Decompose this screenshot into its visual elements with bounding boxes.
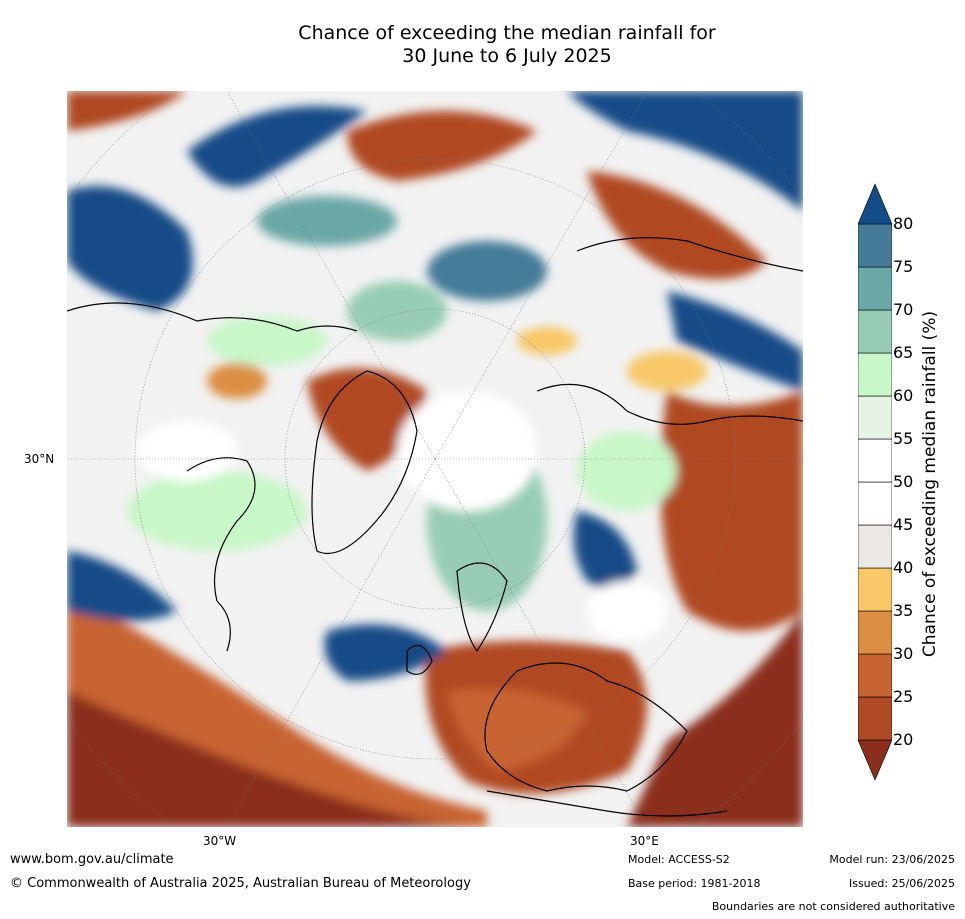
- colorbar-bin: [858, 696, 892, 741]
- colorbar-under-triangle: [858, 739, 892, 781]
- colorbar-bin: [858, 352, 892, 397]
- model-run-text: Model run: 23/06/2025: [829, 853, 955, 866]
- colorbar-tick-label: 40: [893, 558, 914, 577]
- colorbar-label: Chance of exceeding median rainfall (%): [920, 310, 940, 658]
- copyright-text: © Commonwealth of Australia 2025, Austra…: [10, 876, 471, 891]
- colorbar-tick-label: 35: [893, 601, 914, 620]
- colorbar: [858, 183, 892, 781]
- lat-label-30n: 30°N: [24, 452, 55, 466]
- website-link[interactable]: www.bom.gov.au/climate: [10, 852, 174, 867]
- disclaimer-text: Boundaries are not considered authoritat…: [711, 900, 955, 913]
- title-line-1: Chance of exceeding the median rainfall …: [298, 22, 716, 44]
- issued-text: Issued: 25/06/2025: [848, 877, 955, 890]
- chart-title: Chance of exceeding the median rainfall …: [0, 22, 965, 68]
- graticule: [67, 91, 803, 827]
- colorbar-bin: [858, 309, 892, 354]
- colorbar-tick-label: 20: [893, 730, 914, 749]
- rainfall-probability-map[interactable]: [67, 91, 803, 827]
- coastlines: [67, 237, 803, 817]
- colorbar-tick-label: 80: [893, 214, 914, 233]
- lon-label-30e: 30°E: [630, 834, 659, 848]
- colorbar-bin: [858, 524, 892, 569]
- base-period-text: Base period: 1981-2018: [628, 877, 761, 890]
- colorbar-tick-label: 65: [893, 343, 914, 362]
- colorbar-tick-label: 30: [893, 644, 914, 663]
- colorbar-bin: [858, 653, 892, 698]
- colorbar-tick-label: 75: [893, 257, 914, 276]
- colorbar-bin: [858, 395, 892, 440]
- colorbar-tick-label: 70: [893, 300, 914, 319]
- colorbar-tick-label: 55: [893, 429, 914, 448]
- colorbar-bin: [858, 266, 892, 311]
- colorbar-bin: [858, 481, 892, 526]
- model-text: Model: ACCESS-S2: [628, 853, 730, 866]
- map-canvas: [67, 91, 803, 827]
- colorbar-over-triangle: [858, 183, 892, 225]
- colorbar-tick-label: 60: [893, 386, 914, 405]
- colorbar-tick-label: 45: [893, 515, 914, 534]
- title-line-2: 30 June to 6 July 2025: [402, 45, 612, 67]
- colorbar-bin: [858, 610, 892, 655]
- colorbar-bin: [858, 567, 892, 612]
- colorbar-bin: [858, 438, 892, 483]
- colorbar-bin: [858, 223, 892, 268]
- colorbar-tick-label: 50: [893, 472, 914, 491]
- lon-label-30w: 30°W: [203, 834, 237, 848]
- colorbar-tick-label: 25: [893, 687, 914, 706]
